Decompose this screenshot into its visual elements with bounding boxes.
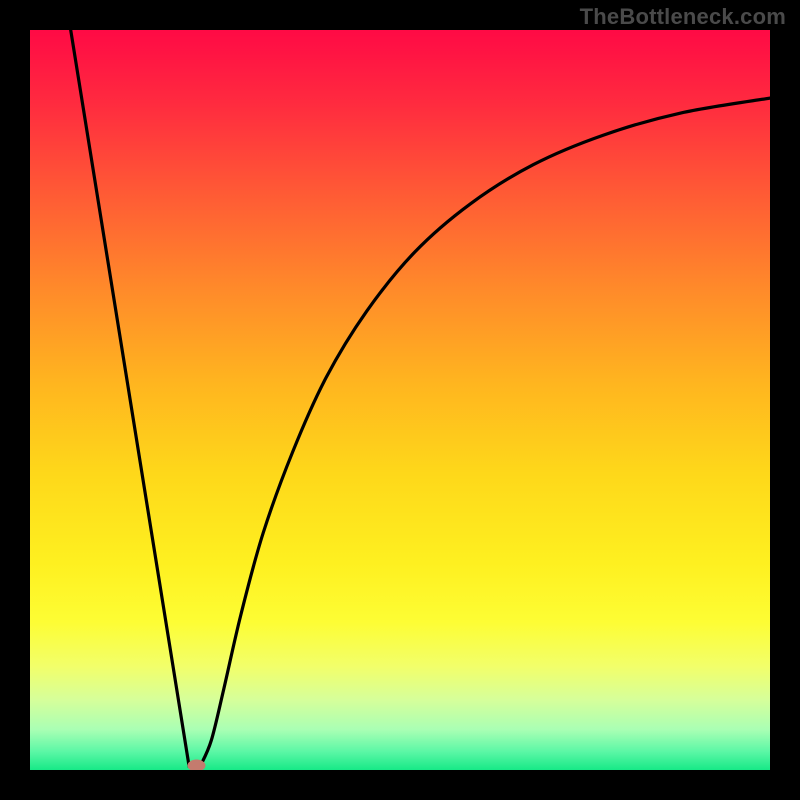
plot-area [30, 30, 770, 770]
watermark-text: TheBottleneck.com [580, 4, 786, 30]
chart-frame: TheBottleneck.com [0, 0, 800, 800]
curve-right-leg [200, 98, 770, 766]
curve-left-leg [71, 30, 189, 766]
plot-curve-layer [30, 30, 770, 770]
